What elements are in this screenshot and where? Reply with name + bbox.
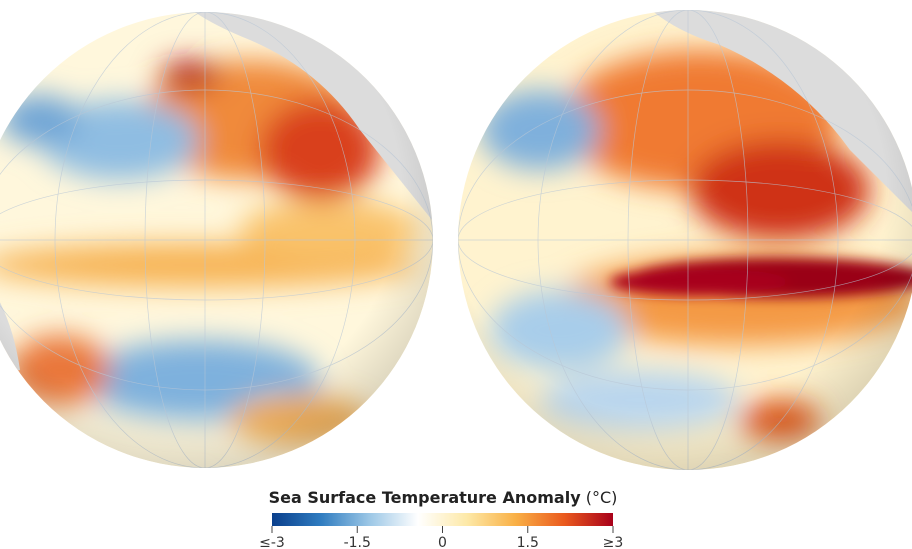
globe-left [0,12,433,468]
globe-right [458,10,912,470]
colorbar-tick-label: 0 [438,535,447,549]
legend-unit: (°C) [586,488,618,507]
colorbar-tick-label: -1.5 [344,535,371,549]
colorbar-tick-label: ≥3 [603,535,624,549]
colorbar [272,513,613,526]
legend-title: Sea Surface Temperature Anomaly (°C) [269,488,618,507]
colorbar-tick-label: ≤-3 [259,535,285,549]
legend-title-text: Sea Surface Temperature Anomaly [269,488,582,507]
colorbar-tick-label: 1.5 [517,535,539,549]
